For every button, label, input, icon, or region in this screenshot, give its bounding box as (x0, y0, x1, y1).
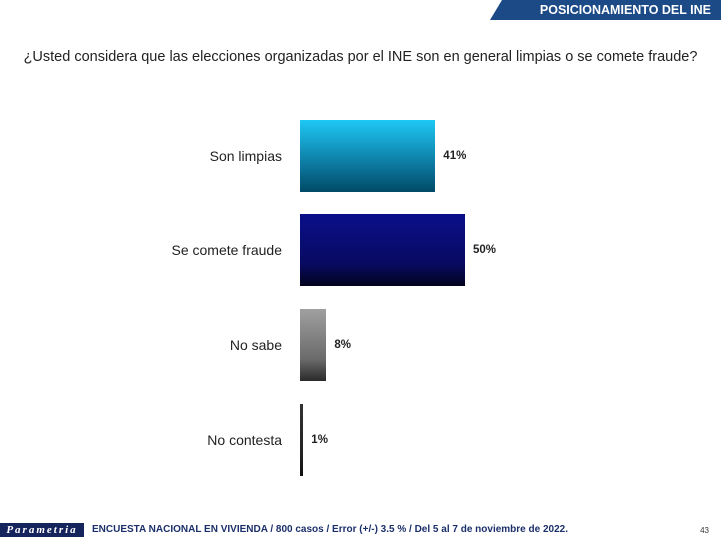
survey-note: ENCUESTA NACIONAL EN VIVIENDA / 800 caso… (92, 524, 568, 535)
data-label: 41% (443, 150, 467, 162)
category-label: Son limpias (209, 148, 282, 164)
category-label: No sabe (229, 337, 282, 353)
data-label: 1% (311, 434, 328, 446)
category-label: No contesta (207, 432, 282, 448)
section-banner: POSICIONAMIENTO DEL INE (490, 0, 721, 20)
chart-title: ¿Usted considera que las elecciones orga… (23, 49, 698, 65)
parametria-logo: Parametria (0, 523, 84, 537)
page-number: 43 (700, 526, 709, 535)
data-label: 50% (473, 244, 497, 256)
data-label: 8% (334, 339, 352, 351)
category-label: Se comete fraude (171, 242, 282, 258)
bar-3 (300, 404, 304, 476)
bar-1 (300, 214, 465, 286)
bar-2 (300, 309, 327, 381)
bar-0 (300, 120, 436, 192)
